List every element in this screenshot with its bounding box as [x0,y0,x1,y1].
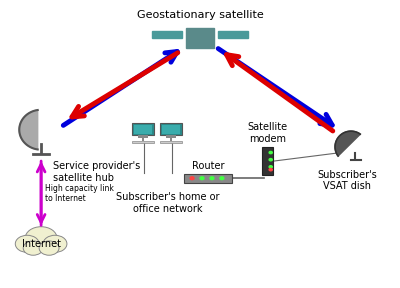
Circle shape [43,235,67,252]
Circle shape [200,177,204,180]
Polygon shape [335,131,360,156]
Circle shape [269,151,272,154]
Bar [160,123,182,135]
Text: High capacity link
to Internet: High capacity link to Internet [45,183,114,203]
Bar [170,137,172,141]
Circle shape [23,241,43,255]
Text: Internet: Internet [22,239,61,249]
Circle shape [210,177,214,180]
Circle shape [15,235,39,252]
Bar [186,29,214,48]
Bar [132,141,154,143]
Bar [132,123,154,135]
Bar [160,141,182,143]
Bar [138,135,148,138]
Bar [142,137,144,141]
Circle shape [39,241,59,255]
Circle shape [190,177,194,180]
Text: Subscriber's home or
office network: Subscriber's home or office network [116,192,220,214]
Bar [218,31,248,39]
Bar [166,135,176,138]
Circle shape [269,159,272,161]
Circle shape [269,166,272,168]
Circle shape [25,227,57,249]
Bar [262,147,274,175]
Text: Satellite
modem: Satellite modem [248,122,288,144]
Text: Router: Router [192,161,224,171]
Bar [162,125,180,134]
Bar [134,125,152,134]
Bar [184,174,232,183]
Text: Subscriber's
VSAT dish: Subscriber's VSAT dish [317,170,377,191]
Text: Geostationary satellite: Geostationary satellite [137,10,263,20]
Circle shape [220,177,224,180]
Bar [152,31,182,39]
Circle shape [269,168,272,171]
Polygon shape [19,110,38,149]
Text: Service provider's
satellite hub: Service provider's satellite hub [53,161,140,183]
